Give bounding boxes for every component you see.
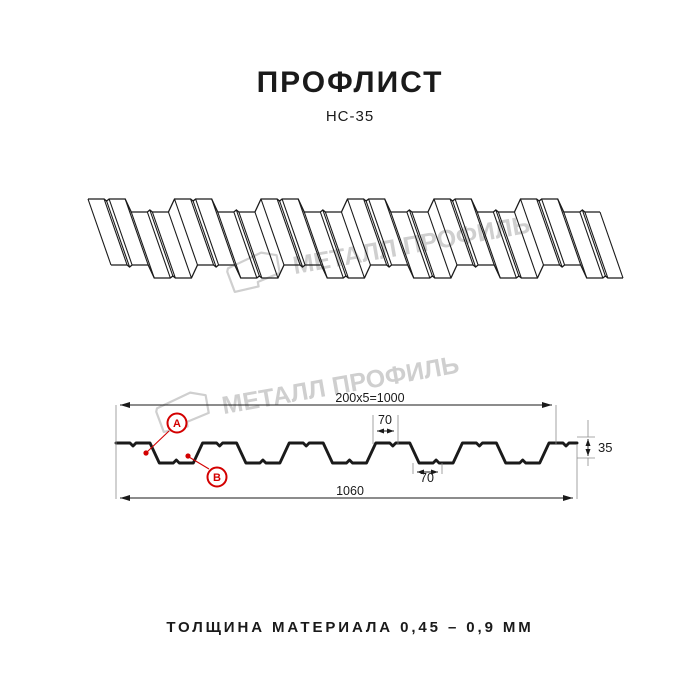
svg-text:B: B (213, 472, 221, 484)
svg-text:35: 35 (598, 440, 612, 455)
svg-text:70: 70 (378, 413, 392, 427)
svg-text:A: A (173, 418, 181, 430)
svg-text:1060: 1060 (336, 484, 364, 498)
svg-text:70: 70 (420, 471, 434, 485)
svg-text:200x5=1000: 200x5=1000 (335, 391, 404, 405)
